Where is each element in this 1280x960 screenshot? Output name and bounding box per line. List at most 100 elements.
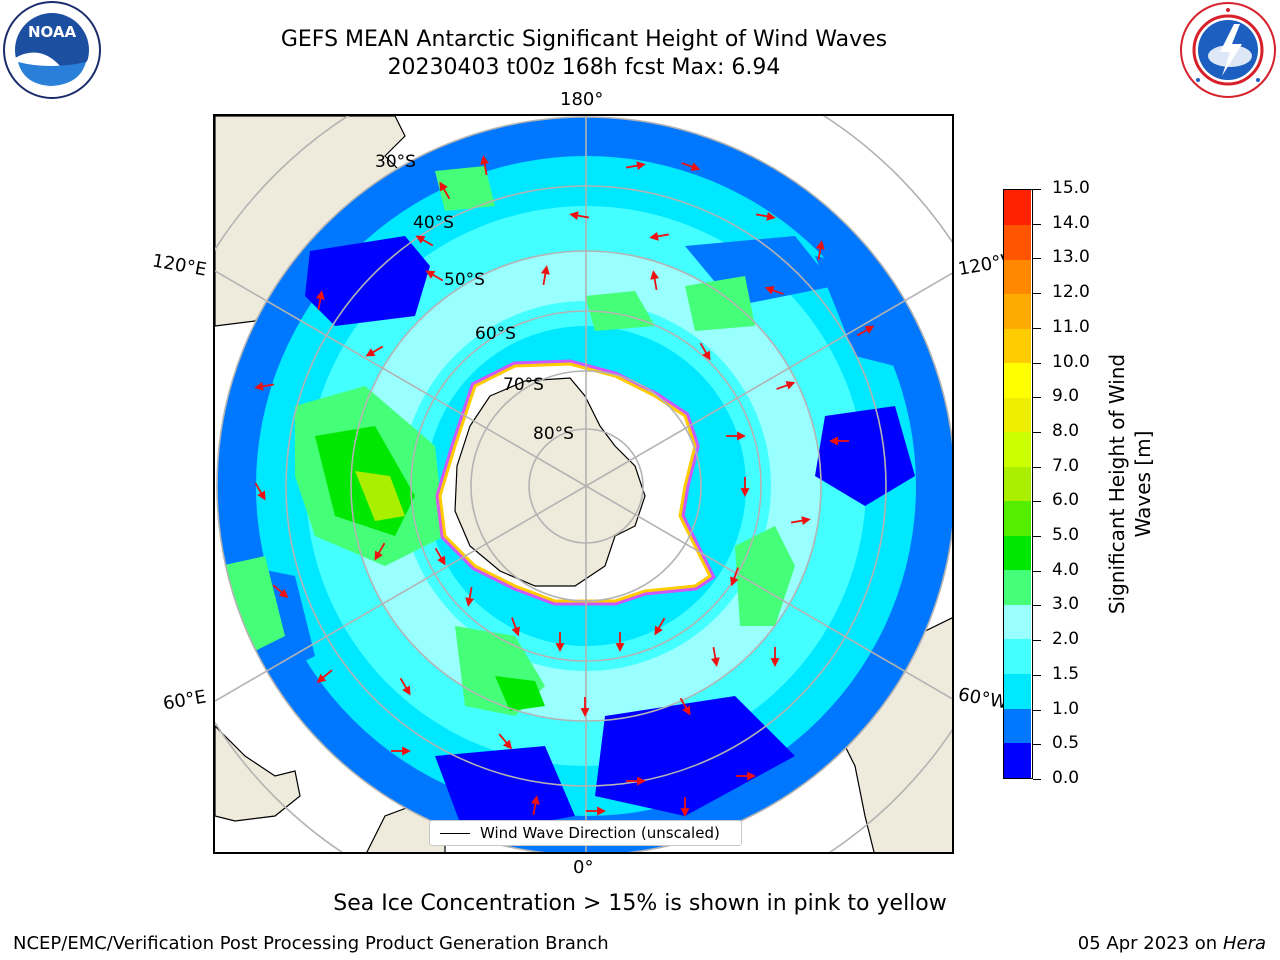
arrow [254, 482, 266, 501]
colorbar-band [1004, 500, 1031, 536]
lat-label-30s: 30°S [375, 152, 416, 172]
colorbar-band [1004, 638, 1031, 674]
footer-date-text: 05 Apr 2023 on [1077, 933, 1223, 954]
lon-label-upper-right: 120°W [956, 250, 1008, 281]
colorbar-tick-label: 12.0 [1052, 282, 1090, 303]
arrow [736, 771, 757, 781]
lat-label-40s: 40°S [413, 213, 454, 233]
arrow [480, 155, 490, 176]
colorbar-band [1004, 259, 1031, 295]
colorbar-tick-label: 11.0 [1052, 316, 1090, 337]
colorbar-tick [1033, 570, 1041, 572]
colorbar-band [1004, 466, 1031, 502]
arrow [699, 342, 711, 361]
arrow [511, 617, 520, 637]
arrow [439, 181, 451, 200]
colorbar-tick [1033, 536, 1041, 538]
arrow [315, 290, 325, 311]
colorbar-tick [1033, 779, 1041, 780]
arrow [770, 647, 780, 668]
arrow [391, 746, 412, 756]
colorbar-tick [1033, 362, 1041, 364]
arrow [650, 270, 660, 291]
colorbar-tick [1033, 223, 1041, 225]
colorbar-tick [1033, 744, 1041, 746]
arrow [649, 231, 670, 241]
footer-host: Hera [1222, 933, 1266, 954]
colorbar-band [1004, 742, 1031, 778]
arrow [764, 286, 784, 295]
arrow [625, 161, 646, 171]
arrow [776, 381, 796, 390]
colorbar-tick [1033, 397, 1041, 399]
colorbar-tick-label: 14.0 [1052, 212, 1090, 233]
arrow [316, 669, 333, 684]
colorbar-tick-label: 13.0 [1052, 247, 1090, 268]
arrow [425, 270, 444, 282]
colorbar-tick-label: 15.0 [1052, 178, 1090, 198]
colorbar-tick [1033, 189, 1041, 190]
arrow [626, 776, 647, 786]
colorbar-tick [1033, 258, 1041, 260]
lat-label-80s: 80°S [533, 424, 574, 444]
footer-credit: NCEP/EMC/Verification Post Processing Pr… [13, 933, 609, 954]
colorbar-tick [1033, 605, 1041, 607]
lat-label-70s: 70°S [503, 375, 544, 395]
colorbar-label: Significant Height of Wind Waves [m] [1104, 354, 1156, 614]
colorbar-band [1004, 190, 1031, 226]
colorbar-tick [1033, 674, 1041, 676]
colorbar-tick-label: 8.0 [1052, 420, 1080, 441]
lon-label-bottom: 0° [573, 857, 594, 878]
colorbar-tick [1033, 293, 1041, 295]
colorbar-tick-label: 1.5 [1052, 663, 1080, 684]
arrow [615, 632, 625, 653]
colorbar-tick [1033, 501, 1041, 503]
colorbar-tick-label: 10.0 [1052, 351, 1090, 372]
arrow [540, 265, 550, 286]
lon-label-upper-left: 120°E [150, 250, 209, 281]
arrow [555, 632, 565, 653]
map-svg [215, 116, 952, 852]
sea-ice-note: Sea Ice Concentration > 15% is shown in … [333, 891, 947, 916]
arrow [828, 436, 849, 446]
colorbar-band [1004, 707, 1031, 744]
arrow [580, 697, 590, 718]
arrow [681, 162, 701, 171]
arrow [790, 516, 811, 526]
colorbar-tick-label: 5.0 [1052, 525, 1080, 546]
chart-title: GEFS MEAN Antarctic Significant Height o… [280, 27, 888, 52]
colorbar-tick-label: 6.0 [1052, 490, 1080, 511]
colorbar-band [1004, 673, 1031, 709]
arrow [815, 240, 825, 261]
colorbar-label-line1: Significant Height of Wind [1105, 353, 1129, 615]
chart-subtitle: 20230403 t00z 168h fcst Max: 6.94 [387, 55, 781, 80]
noaa-logo: NOAA [0, 0, 104, 100]
colorbar-tick-label: 2.0 [1052, 629, 1080, 650]
arrow [530, 795, 540, 816]
arrow [399, 677, 411, 696]
colorbar-tick [1033, 640, 1041, 642]
colorbar-band [1004, 362, 1031, 398]
colorbar-tick-label: 4.0 [1052, 559, 1080, 580]
colorbar-tick [1033, 431, 1041, 433]
colorbar-tick-label: 0.5 [1052, 733, 1080, 754]
map-panel: Wind Wave Direction (unscaled) [213, 114, 954, 854]
arrow [254, 381, 275, 391]
arrow [586, 806, 607, 816]
arrow [654, 617, 666, 636]
colorbar-band [1004, 397, 1031, 433]
colorbar-band [1004, 293, 1031, 329]
colorbar-band [1004, 431, 1031, 467]
arrow [434, 547, 446, 566]
colorbar-tick-label: 9.0 [1052, 386, 1080, 407]
lon-label-lower-right: 60°W [956, 684, 1006, 713]
colorbar-tick-label: 3.0 [1052, 594, 1080, 615]
nws-logo [1178, 0, 1278, 100]
arrow [465, 586, 475, 607]
svg-text:NOAA: NOAA [28, 23, 77, 41]
map-legend: Wind Wave Direction (unscaled) [429, 820, 742, 846]
arrow [415, 235, 434, 247]
arrow [365, 345, 384, 357]
arrow [498, 733, 513, 750]
arrow [374, 542, 386, 561]
